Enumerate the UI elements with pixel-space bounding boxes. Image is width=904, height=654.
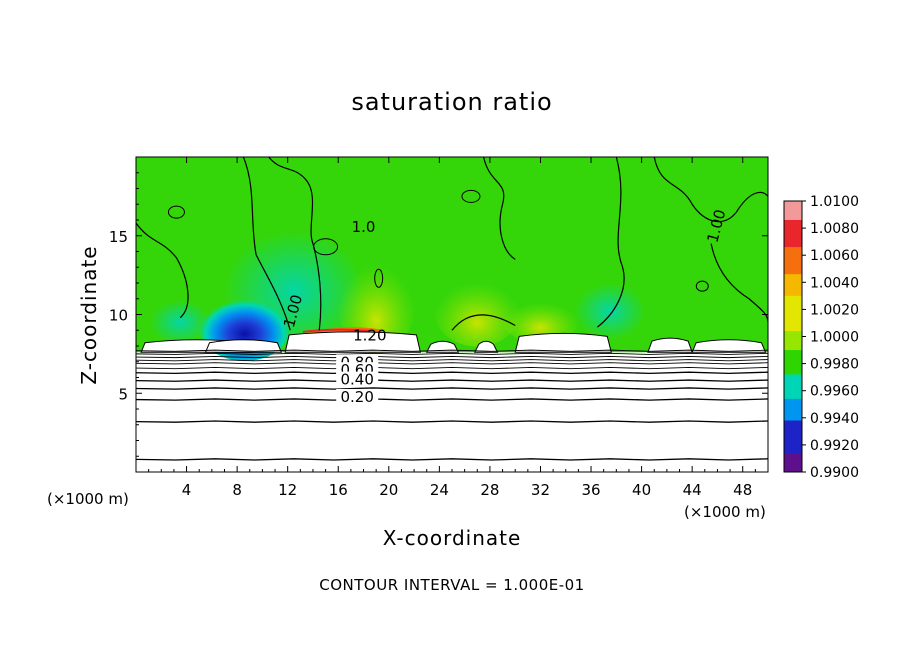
contour-label: 0.20 <box>340 388 373 406</box>
colorbar-segment <box>784 350 802 375</box>
contour-line <box>136 359 768 362</box>
contour-loop <box>695 280 709 292</box>
colorbar-label: 1.0000 <box>810 330 859 346</box>
y-axis-label: Z-coordinate <box>77 245 101 385</box>
field-blob-yellow <box>336 243 417 354</box>
contour-line <box>136 398 768 401</box>
contour-label-bg <box>336 388 379 403</box>
colorbar-segment <box>784 201 802 221</box>
colorbar-segment <box>784 331 802 351</box>
contour-interval-note: CONTOUR INTERVAL = 1.000E-01 <box>319 576 585 594</box>
x-tick-label: 28 <box>480 481 499 499</box>
contour-label: 1.20 <box>353 327 386 345</box>
x-tick-label: 48 <box>733 481 752 499</box>
colorbar-label: 1.0020 <box>810 302 859 318</box>
contour-line-1-00 <box>596 157 625 328</box>
colorbar-segment <box>784 247 802 275</box>
x-tick-label: 44 <box>683 481 702 499</box>
contour-loop <box>167 205 185 219</box>
cloud-region <box>284 331 422 353</box>
x-tick-label: 4 <box>182 481 192 499</box>
contour-label: 1.0 <box>352 218 376 236</box>
colorbar-label: 0.9960 <box>810 384 859 400</box>
cloud-region <box>204 339 283 353</box>
colorbar-segment <box>784 453 802 473</box>
x-tick-label: 24 <box>430 481 449 499</box>
x-axis-label: X-coordinate <box>382 526 522 550</box>
field-blob-cyan <box>575 283 645 340</box>
x-tick-label: 8 <box>232 481 242 499</box>
cloud-region <box>425 340 460 353</box>
contour-line <box>136 420 768 423</box>
contour-line <box>136 371 768 375</box>
colorbar-segment <box>784 219 802 248</box>
field-blob-yellow <box>500 292 581 343</box>
colorbar-label: 0.9920 <box>810 438 859 454</box>
cloud-region <box>647 337 693 353</box>
cloud-region <box>691 339 767 353</box>
contour-loop <box>374 268 384 288</box>
contour-line <box>136 379 768 382</box>
x-tick-label: 32 <box>531 481 550 499</box>
contour-line-1-00 <box>451 314 516 331</box>
cloud-region <box>473 340 499 353</box>
contour-line-1-00 <box>710 243 768 323</box>
x-tick-label: 36 <box>581 481 600 499</box>
contour-line-1-00 <box>136 222 189 319</box>
colorbar-segment <box>784 398 802 422</box>
x-unit-label-left: (×1000 m) <box>47 490 129 508</box>
colorbar-label: 0.9940 <box>810 411 859 427</box>
contour-line <box>136 362 768 365</box>
contour-line <box>136 458 768 461</box>
contour-loop <box>461 189 481 203</box>
contour-line <box>136 349 768 352</box>
contour-line <box>136 387 768 390</box>
chart-title: saturation ratio <box>351 88 553 116</box>
contour-line-1-00 <box>268 157 322 331</box>
y-tick-label: 10 <box>109 307 128 325</box>
x-tick-label: 20 <box>379 481 398 499</box>
contour-line-1-00 <box>653 157 768 223</box>
contour-line <box>136 352 768 355</box>
colorbar-label: 0.9980 <box>810 357 859 373</box>
y-tick-label: 5 <box>118 385 128 403</box>
cloud-region <box>514 332 612 353</box>
y-tick-label: 15 <box>109 228 128 246</box>
contour-line <box>136 366 768 370</box>
colorbar-segment <box>784 274 802 297</box>
colorbar-label: 1.0060 <box>810 248 859 264</box>
colorbar-label: 1.0080 <box>810 221 859 237</box>
x-unit-label-right: (×1000 m) <box>684 503 766 521</box>
field-band-red <box>302 328 370 333</box>
contour-line-1-00 <box>483 157 516 260</box>
x-tick-label: 16 <box>329 481 348 499</box>
contour-label-bg <box>336 371 379 386</box>
colorbar-label: 1.0100 <box>810 194 859 210</box>
colorbar-segment <box>784 374 802 400</box>
x-tick-label: 40 <box>632 481 651 499</box>
contour-line <box>136 355 768 359</box>
colorbar-segment <box>784 420 802 454</box>
contour-line-1-00 <box>242 157 291 331</box>
contour-loop <box>313 238 339 256</box>
field-blob-cyan <box>150 300 211 345</box>
colorbar-label: 1.0040 <box>810 275 859 291</box>
x-tick-label: 12 <box>278 481 297 499</box>
colorbar-segment <box>784 295 802 332</box>
colorbar-label: 0.9900 <box>810 465 859 481</box>
contour-label: 0.40 <box>340 371 373 389</box>
